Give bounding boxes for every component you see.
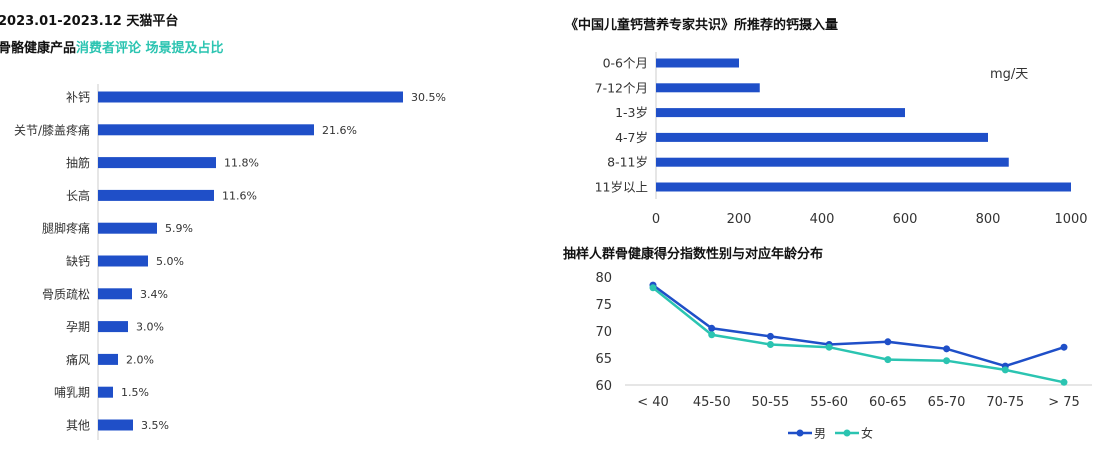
scene-value-label: 3.5% xyxy=(141,419,169,432)
calcium-category-label: 8-11岁 xyxy=(607,155,648,170)
scene-value-label: 11.6% xyxy=(222,189,257,202)
calcium-category-label: 11岁以上 xyxy=(595,180,648,195)
bone-x-tick-label: 70-75 xyxy=(986,395,1024,410)
scene-bar xyxy=(98,419,133,431)
calcium-bar xyxy=(656,83,760,93)
calcium-x-tick-label: 200 xyxy=(727,212,752,227)
left-title-line2: 骨骼健康产品消费者评论 场景提及占比 xyxy=(0,37,224,56)
scene-value-label: 30.5% xyxy=(411,91,446,104)
calcium-x-tick-label: 0 xyxy=(652,212,660,227)
bone-series-point xyxy=(825,343,833,351)
bone-x-tick-label: 65-70 xyxy=(928,395,966,410)
bone-series-point xyxy=(766,332,774,340)
bone-series-point xyxy=(943,357,951,365)
scene-bar xyxy=(98,353,118,365)
calcium-bar xyxy=(656,108,905,118)
bone-x-tick-label: 60-65 xyxy=(869,395,907,410)
left-title-prefix: 骨骼健康产品 xyxy=(0,41,77,56)
scene-category-label: 缺钙 xyxy=(66,254,90,269)
calcium-x-tick-label: 400 xyxy=(810,212,835,227)
bone-x-tick-label: 50-55 xyxy=(752,395,790,410)
scene-category-label: 痛风 xyxy=(66,352,90,367)
bone-series-point xyxy=(1060,378,1068,386)
bone-x-tick-label: < 40 xyxy=(637,395,669,410)
scene-bar xyxy=(98,157,216,169)
legend-label: 女 xyxy=(861,426,873,441)
calcium-x-tick-label: 1000 xyxy=(1054,212,1087,227)
scene-value-label: 21.6% xyxy=(322,124,357,137)
scene-category-label: 哺乳期 xyxy=(54,386,90,400)
calcium-bar xyxy=(656,132,988,142)
bone-series-line-male xyxy=(652,284,1065,368)
bone-y-tick-label: 60 xyxy=(595,379,612,394)
scene-category-label: 长高 xyxy=(66,188,90,203)
bone-series-point xyxy=(1060,343,1068,351)
calcium-bar xyxy=(656,157,1009,167)
scene-value-label: 11.8% xyxy=(224,157,259,170)
scene-value-label: 3.4% xyxy=(140,288,168,301)
calcium-x-tick-label: 600 xyxy=(893,212,918,227)
left-title-line1: 2023.01-2023.12 天猫平台 xyxy=(0,14,179,29)
calcium-x-tick-label: 800 xyxy=(976,212,1001,227)
bone-series-line-female xyxy=(652,286,1065,384)
bone-x-tick-label: 55-60 xyxy=(810,395,848,410)
bone-series-point xyxy=(943,345,951,353)
bone-score-chart-title: 抽样人群骨健康得分指数性别与对应年龄分布 xyxy=(563,247,824,262)
bone-series-point xyxy=(766,341,774,348)
scene-category-label: 孕期 xyxy=(66,320,90,334)
bone-series-point xyxy=(884,338,892,346)
bone-x-tick-label: > 75 xyxy=(1048,395,1080,410)
scene-category-label: 抽筋 xyxy=(66,155,90,170)
scene-bar xyxy=(98,189,214,201)
scene-value-label: 5.0% xyxy=(156,255,184,268)
scene-bar xyxy=(98,321,128,333)
calcium-category-label: 1-3岁 xyxy=(615,105,648,120)
bone-y-tick-label: 70 xyxy=(595,325,612,340)
bone-series-point xyxy=(884,356,892,364)
bone-series-point xyxy=(649,284,657,292)
bone-series-point xyxy=(1001,366,1009,374)
scene-bar xyxy=(98,386,113,398)
scene-bar xyxy=(98,255,148,267)
scene-category-label: 其他 xyxy=(66,419,90,433)
bone-y-tick-label: 80 xyxy=(595,271,612,286)
bone-y-tick-label: 75 xyxy=(595,298,612,313)
calcium-bar xyxy=(656,182,1071,192)
scene-bar xyxy=(98,222,157,234)
calcium-category-label: 7-12个月 xyxy=(595,80,648,95)
scene-bar xyxy=(98,288,132,300)
bone-series-point xyxy=(708,324,716,332)
scene-category-label: 关节/膝盖疼痛 xyxy=(14,122,90,137)
scene-category-label: 补钙 xyxy=(66,91,90,105)
calcium-chart-title: 《中国儿童钙营养专家共识》所推荐的钙摄入量 xyxy=(565,18,839,33)
left-title-highlight: 消费者评论 场景提及占比 xyxy=(76,41,224,56)
calcium-category-label: 4-7岁 xyxy=(615,130,648,145)
bone-x-tick-label: 45-50 xyxy=(693,395,731,410)
scene-value-label: 3.0% xyxy=(136,321,164,334)
scene-category-label: 骨质疏松 xyxy=(42,286,90,301)
scene-value-label: 2.0% xyxy=(126,353,154,366)
scene-value-label: 1.5% xyxy=(121,386,149,399)
legend-marker xyxy=(843,429,851,437)
bone-series-point xyxy=(708,331,716,339)
legend-marker xyxy=(796,429,804,437)
scene-category-label: 腿脚疼痛 xyxy=(42,221,90,236)
calcium-bar xyxy=(656,58,739,68)
bone-y-tick-label: 65 xyxy=(595,352,612,367)
scene-value-label: 5.9% xyxy=(165,222,193,235)
unit-label: mg/天 xyxy=(990,67,1028,82)
scene-bar xyxy=(98,91,403,103)
legend-label: 男 xyxy=(814,427,826,441)
calcium-category-label: 0-6个月 xyxy=(603,56,648,71)
scene-bar xyxy=(98,124,314,136)
